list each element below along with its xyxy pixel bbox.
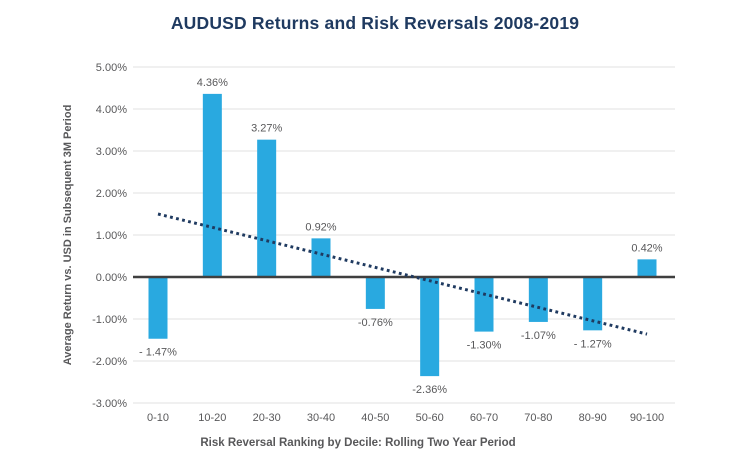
bar-value-label: 0.92%: [305, 221, 336, 233]
bar: [148, 277, 168, 339]
x-tick-label: 30-40: [307, 412, 335, 424]
bar: [365, 277, 385, 309]
y-tick-label: -3.00%: [92, 398, 127, 410]
x-tick-label: 50-60: [416, 412, 444, 424]
y-tick-label: -1.00%: [92, 314, 127, 326]
y-tick-label: -2.00%: [92, 356, 127, 368]
x-tick-label: 10-20: [198, 412, 226, 424]
bar-value-label: -1.07%: [521, 330, 556, 342]
x-tick-label: 60-70: [470, 412, 498, 424]
bar-value-label: -0.76%: [358, 317, 393, 329]
x-tick-label: 70-80: [524, 412, 552, 424]
x-axis-title: Risk Reversal Ranking by Decile: Rolling…: [200, 437, 516, 449]
x-tick-label: 40-50: [361, 412, 389, 424]
y-tick-label: 4.00%: [96, 104, 127, 116]
y-tick-label: 3.00%: [96, 146, 127, 158]
x-tick-label: 20-30: [253, 412, 281, 424]
bar-value-label: 0.42%: [631, 242, 662, 254]
bar: [474, 277, 494, 332]
bar: [311, 238, 331, 277]
x-tick-label: 80-90: [579, 412, 607, 424]
y-tick-label: 2.00%: [96, 188, 127, 200]
chart-title: AUDUSD Returns and Risk Reversals 2008-2…: [170, 13, 580, 33]
bar-value-label: 3.27%: [251, 123, 282, 135]
bar: [528, 277, 548, 322]
x-tick-label: 0-10: [147, 412, 169, 424]
x-tick-label: 90-100: [630, 412, 664, 424]
bar-value-label: - 1.47%: [139, 347, 177, 359]
bar: [257, 139, 277, 277]
bar: [637, 259, 657, 277]
y-tick-label: 1.00%: [96, 230, 127, 242]
bar: [583, 277, 603, 331]
bar: [420, 277, 440, 377]
bar-value-label: - 1.27%: [574, 338, 612, 350]
trendline: [157, 212, 648, 336]
bar-value-label: 4.36%: [197, 77, 228, 89]
bar: [202, 93, 222, 277]
y-tick-label: 5.00%: [96, 62, 127, 74]
bar-value-label: -1.30%: [467, 340, 502, 352]
bar-value-label: -2.36%: [412, 384, 447, 396]
y-tick-label: 0.00%: [96, 272, 127, 284]
